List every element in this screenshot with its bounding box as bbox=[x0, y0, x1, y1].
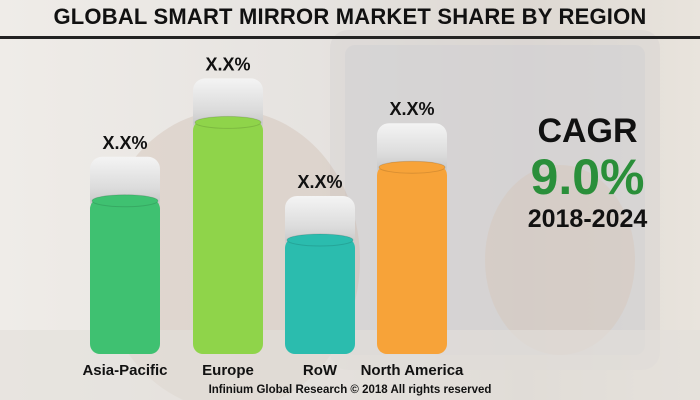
category-label-europe: Europe bbox=[202, 362, 254, 379]
category-label-north-america: North America bbox=[361, 362, 464, 379]
data-label-europe: X.X% bbox=[205, 54, 250, 74]
data-label-row: X.X% bbox=[297, 172, 342, 192]
title-underline bbox=[0, 36, 700, 39]
bar-europe bbox=[193, 120, 263, 355]
bar-rim-row bbox=[286, 233, 354, 247]
cagr-callout: CAGR 9.0% 2018-2024 bbox=[500, 112, 675, 234]
category-label-asia-pacific: Asia-Pacific bbox=[82, 362, 167, 379]
bar-rim-north-america bbox=[378, 160, 446, 174]
copyright-footer: Infinium Global Research © 2018 All righ… bbox=[208, 384, 492, 396]
chart-title: GLOBAL SMART MIRROR MARKET SHARE BY REGI… bbox=[53, 4, 647, 29]
cagr-label: CAGR bbox=[537, 112, 638, 150]
bar-row bbox=[285, 238, 355, 354]
data-label-north-america: X.X% bbox=[389, 99, 434, 119]
bar-rim-europe bbox=[194, 115, 262, 129]
cagr-period: 2018-2024 bbox=[527, 205, 648, 233]
data-label-asia-pacific: X.X% bbox=[102, 133, 147, 153]
bar-rim-asia-pacific bbox=[91, 194, 159, 208]
bar-north-america bbox=[377, 165, 447, 354]
category-label-row: RoW bbox=[303, 362, 338, 379]
bar-asia-pacific bbox=[90, 198, 160, 354]
cagr-value: 9.0% bbox=[530, 149, 645, 205]
